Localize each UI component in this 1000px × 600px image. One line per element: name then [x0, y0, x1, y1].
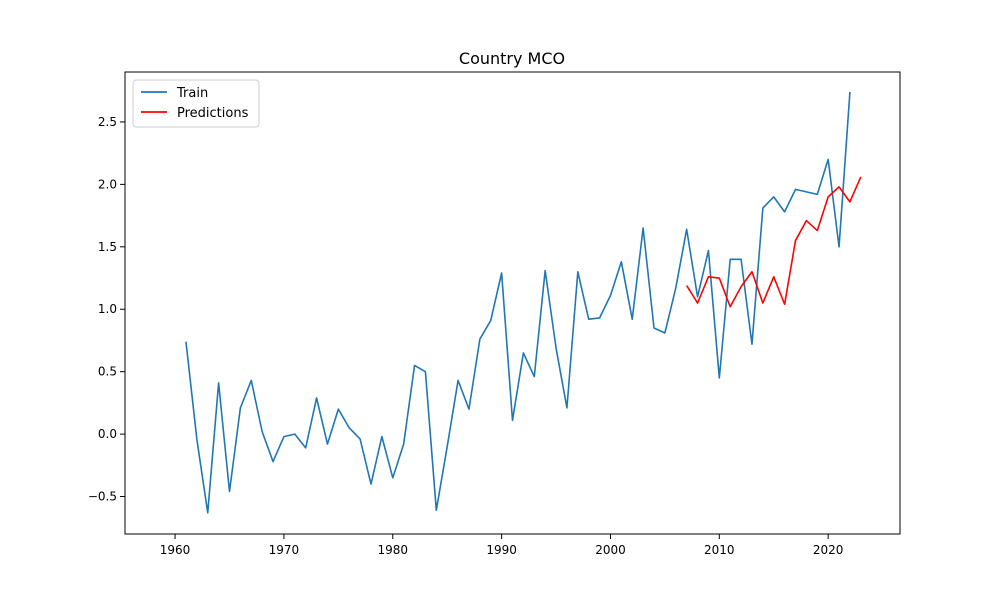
series-layer — [185, 91, 862, 514]
x-tick-label: 1970 — [269, 543, 300, 557]
y-tick-label: 2.0 — [98, 177, 117, 191]
legend: Train Predictions — [132, 79, 260, 128]
plot-frame — [124, 71, 901, 535]
y-tick-label: 1.0 — [98, 302, 117, 316]
x-tick-label: 1980 — [377, 543, 408, 557]
x-tick-label: 2020 — [813, 543, 844, 557]
x-tick-label: 1960 — [160, 543, 191, 557]
legend-label: Predictions — [177, 106, 249, 121]
x-tick-label: 2010 — [704, 543, 735, 557]
series-line-train — [185, 91, 851, 514]
x-axis: 1960 1970 1980 1990 2000 2010 2020 — [160, 534, 844, 557]
y-tick-label: 0.5 — [98, 365, 117, 379]
x-tick-label: 1990 — [486, 543, 517, 557]
y-tick-label: 0.0 — [98, 427, 117, 441]
series-line-predictions — [685, 176, 862, 308]
y-axis: −0.5 0.0 0.5 1.0 1.5 2.0 2.5 — [88, 115, 125, 504]
x-tick-label: 2000 — [595, 543, 626, 557]
y-tick-label: 1.5 — [98, 240, 117, 254]
y-tick-label: −0.5 — [88, 490, 117, 504]
y-tick-label: 2.5 — [98, 115, 117, 129]
chart-title: Country MCO — [459, 49, 565, 68]
legend-label: Train — [176, 86, 208, 101]
